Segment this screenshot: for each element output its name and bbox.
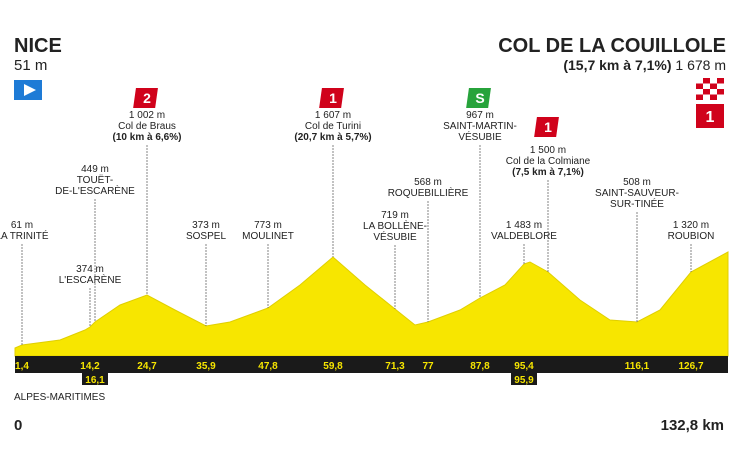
waypoint-altitude: 1 607 m xyxy=(315,110,351,121)
category-badge xyxy=(319,88,344,108)
category-label: 2 xyxy=(143,90,151,106)
waypoint-name: SAINT-MARTIN- xyxy=(443,121,517,132)
waypoint-name: VALDEBLORE xyxy=(491,231,557,242)
waypoint-name: Col de la Colmiane xyxy=(506,156,591,167)
waypoint-altitude: 449 m xyxy=(81,164,109,175)
start-altitude: 51 m xyxy=(14,57,47,74)
km-mark: 87,8 xyxy=(470,361,490,372)
finish-category: 1 xyxy=(706,109,715,126)
waypoint-altitude: 1 002 m xyxy=(129,110,165,121)
km-box xyxy=(82,373,108,385)
finish-altitude: 1 678 m xyxy=(675,57,726,73)
waypoint-climb: (10 km à 6,6%) xyxy=(113,132,182,143)
category-badge xyxy=(466,88,491,108)
km-mark: 59,8 xyxy=(323,361,343,372)
waypoint-name: Col de Turini xyxy=(305,121,361,132)
end-km: 132,8 km xyxy=(661,417,724,434)
start-name: NICE xyxy=(14,35,62,57)
waypoint-altitude: 719 m xyxy=(381,210,409,221)
waypoint-name: Col de Braus xyxy=(118,121,176,132)
waypoint-altitude: 1 500 m xyxy=(530,145,566,156)
waypoint-altitude: 568 m xyxy=(414,177,442,188)
km-mark: 95,4 xyxy=(514,361,534,372)
finish-name: COL DE LA COUILLOLE xyxy=(498,35,726,57)
km-mark: 24,7 xyxy=(137,361,157,372)
waypoint-name: MOULINET xyxy=(242,231,294,242)
category-label: 1 xyxy=(329,90,337,106)
km-mark: 126,7 xyxy=(678,361,703,372)
km-mark: 14,2 xyxy=(80,361,100,372)
waypoint-name: DE-L'ESCARÈNE xyxy=(55,184,135,197)
waypoint-altitude: 61 m xyxy=(11,220,33,231)
km-box xyxy=(511,373,537,385)
category-label: 1 xyxy=(544,119,552,135)
waypoint-climb: (7,5 km à 7,1%) xyxy=(512,167,584,178)
waypoint-name: TOUËT- xyxy=(77,174,113,186)
km-mark: 77 xyxy=(422,361,434,372)
finish-line: (15,7 km à 7,1%) 1 678 m xyxy=(563,57,726,73)
waypoint-name: LA TRINITÉ xyxy=(0,229,49,242)
waypoint-altitude: 373 m xyxy=(192,220,220,231)
waypoint-name: VÉSUBIE xyxy=(373,230,417,243)
waypoint-name: SAINT-SAUVEUR- xyxy=(595,188,679,199)
waypoint-name: LA BOLLÈNE- xyxy=(363,219,427,232)
km-mark: 16,1 xyxy=(85,375,105,386)
finish-flag xyxy=(696,78,724,100)
km-mark: 47,8 xyxy=(258,361,278,372)
km-mark: 95,9 xyxy=(514,375,534,386)
km-mark: 35,9 xyxy=(196,361,216,372)
start-km: 0 xyxy=(14,417,22,434)
finish-climb: (15,7 km à 7,1%) xyxy=(563,57,671,73)
km-mark: 1,4 xyxy=(15,361,29,372)
waypoint-name: ROQUEBILLIÈRE xyxy=(388,186,469,199)
km-mark: 71,3 xyxy=(385,361,405,372)
category-badge xyxy=(534,117,559,137)
waypoint-name: SUR-TINÉE xyxy=(610,197,664,210)
category-label: S xyxy=(475,90,484,106)
waypoint-climb: (20,7 km à 5,7%) xyxy=(294,132,371,143)
km-mark: 116,1 xyxy=(625,361,650,372)
waypoint-altitude: 374 m xyxy=(76,264,104,275)
waypoint-name: ROUBION xyxy=(668,231,715,242)
start-flag xyxy=(14,80,42,100)
category-badge xyxy=(133,88,158,108)
waypoint-altitude: 1 483 m xyxy=(506,220,542,231)
waypoint-altitude: 967 m xyxy=(466,110,494,121)
waypoint-altitude: 773 m xyxy=(254,220,282,231)
waypoint-altitude: 508 m xyxy=(623,177,651,188)
waypoint-name: SOSPEL xyxy=(186,231,226,242)
waypoint-name: L'ESCARÈNE xyxy=(59,273,122,286)
waypoint-altitude: 1 320 m xyxy=(673,220,709,231)
waypoint-name: VÉSUBIE xyxy=(458,130,502,143)
km-bar xyxy=(15,356,728,373)
finish-badge xyxy=(696,104,724,128)
profile xyxy=(14,251,729,357)
region: ALPES-MARITIMES xyxy=(14,392,105,403)
